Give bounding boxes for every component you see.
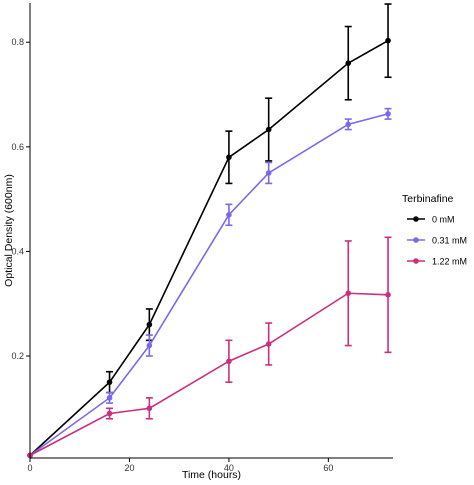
legend-item: 0 mM <box>407 215 455 225</box>
data-point <box>146 405 153 412</box>
y-tick-label: 0.6 <box>11 142 24 152</box>
data-point <box>106 379 113 385</box>
y-tick-label: 0.8 <box>11 37 24 47</box>
data-point <box>226 212 232 218</box>
legend: Terbinafine 0 mM 0.31 mM 1.22 mM <box>402 193 467 267</box>
legend-item: 1.22 mM <box>407 257 467 267</box>
data-point <box>265 341 272 347</box>
data-point <box>146 321 153 328</box>
series-2 <box>27 236 392 459</box>
data-point <box>226 154 232 161</box>
legend-item: 0.31 mM <box>407 236 467 246</box>
data-point <box>385 37 391 44</box>
data-point <box>345 290 352 297</box>
series-line <box>29 113 389 457</box>
axes: Time (hours) Optical Density (600nm) 0 20… <box>3 3 393 481</box>
x-tick-label: 40 <box>224 463 234 473</box>
data-point <box>226 358 232 365</box>
legend-label: 0 mM <box>432 215 455 225</box>
x-tick-label: 60 <box>323 463 333 473</box>
legend-title: Terbinafine <box>402 193 454 205</box>
data-point <box>345 121 352 128</box>
series-1 <box>27 107 392 459</box>
legend-swatch-point <box>413 258 419 264</box>
data-point <box>345 60 352 66</box>
data-point <box>385 292 391 298</box>
legend-swatch-point <box>413 216 419 222</box>
series-line <box>29 292 389 457</box>
x-tick-label: 0 <box>27 463 32 473</box>
series-0 <box>27 3 392 459</box>
data-point <box>146 342 153 349</box>
legend-label: 0.31 mM <box>432 236 467 246</box>
y-tick-label: 0.4 <box>11 246 24 256</box>
data-point <box>265 126 272 133</box>
data-point <box>265 170 272 176</box>
data-point <box>106 395 113 401</box>
plot-area <box>27 3 392 459</box>
y-tick-label: 0.2 <box>11 351 24 361</box>
data-point <box>385 111 391 117</box>
legend-label: 1.22 mM <box>432 257 467 267</box>
y-axis-title: Optical Density (600nm) <box>3 174 15 287</box>
x-tick-label: 20 <box>124 463 134 473</box>
data-point <box>106 410 113 417</box>
x-axis-title: Time (hours) <box>182 469 241 481</box>
legend-swatch-point <box>413 237 419 243</box>
